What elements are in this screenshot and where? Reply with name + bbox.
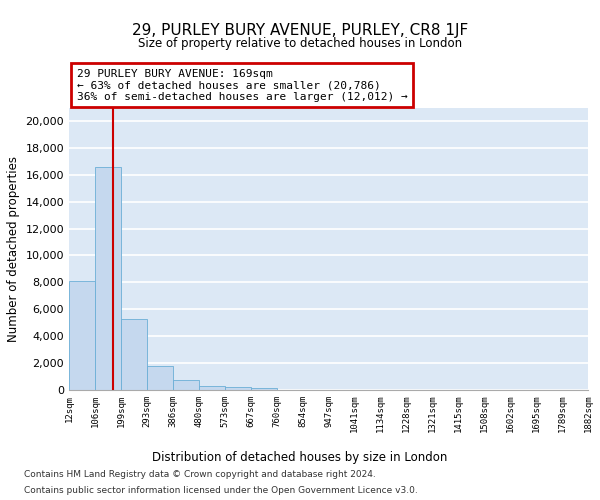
- Text: Contains HM Land Registry data © Crown copyright and database right 2024.: Contains HM Land Registry data © Crown c…: [24, 470, 376, 479]
- Bar: [224, 388, 251, 390]
- Bar: [199, 386, 225, 390]
- Bar: [173, 380, 199, 390]
- Text: Size of property relative to detached houses in London: Size of property relative to detached ho…: [138, 38, 462, 51]
- Bar: [95, 166, 121, 390]
- Bar: [251, 388, 277, 390]
- Text: Distribution of detached houses by size in London: Distribution of detached houses by size …: [152, 451, 448, 464]
- Bar: [121, 318, 147, 390]
- Bar: [69, 281, 95, 390]
- Text: 29, PURLEY BURY AVENUE, PURLEY, CR8 1JF: 29, PURLEY BURY AVENUE, PURLEY, CR8 1JF: [132, 22, 468, 38]
- Y-axis label: Number of detached properties: Number of detached properties: [7, 156, 20, 342]
- Text: 29 PURLEY BURY AVENUE: 169sqm
← 63% of detached houses are smaller (20,786)
36% : 29 PURLEY BURY AVENUE: 169sqm ← 63% of d…: [77, 68, 407, 102]
- Text: Contains public sector information licensed under the Open Government Licence v3: Contains public sector information licen…: [24, 486, 418, 495]
- Bar: [147, 366, 173, 390]
